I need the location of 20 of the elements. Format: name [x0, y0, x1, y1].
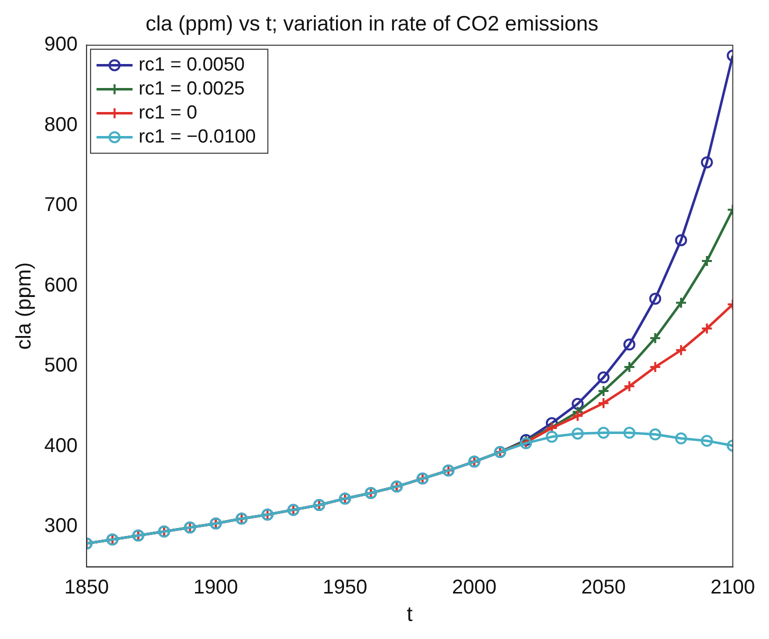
y-tick-label: 300 [44, 515, 78, 538]
y-tick-label: 900 [44, 34, 78, 56]
x-axis-title: t [406, 603, 413, 626]
legend-label: rc1 = −0.0100 [138, 126, 256, 148]
x-tick-label: 2100 [710, 576, 756, 598]
chart-title: cla (ppm) vs t; variation in rate of CO2 emissions [146, 12, 598, 36]
x-tick-label: 2000 [452, 576, 497, 598]
y-tick-label: 600 [44, 274, 78, 296]
legend-label: rc1 = 0.0050 [138, 54, 245, 76]
y-tick-label: 700 [44, 194, 78, 216]
y-tick-label: 500 [44, 354, 78, 377]
legend-label: rc1 = 0 [138, 102, 198, 124]
x-tick-label: 2050 [581, 576, 626, 598]
x-tick-label: 1850 [64, 576, 109, 598]
x-tick-label: 1900 [194, 576, 238, 598]
y-tick-label: 400 [44, 434, 78, 457]
y-axis-title: cla (ppm) [12, 262, 36, 350]
x-tick-label: 1950 [322, 576, 368, 598]
y-tick-label: 800 [44, 114, 78, 136]
legend-label: rc1 = 0.0025 [138, 78, 245, 100]
